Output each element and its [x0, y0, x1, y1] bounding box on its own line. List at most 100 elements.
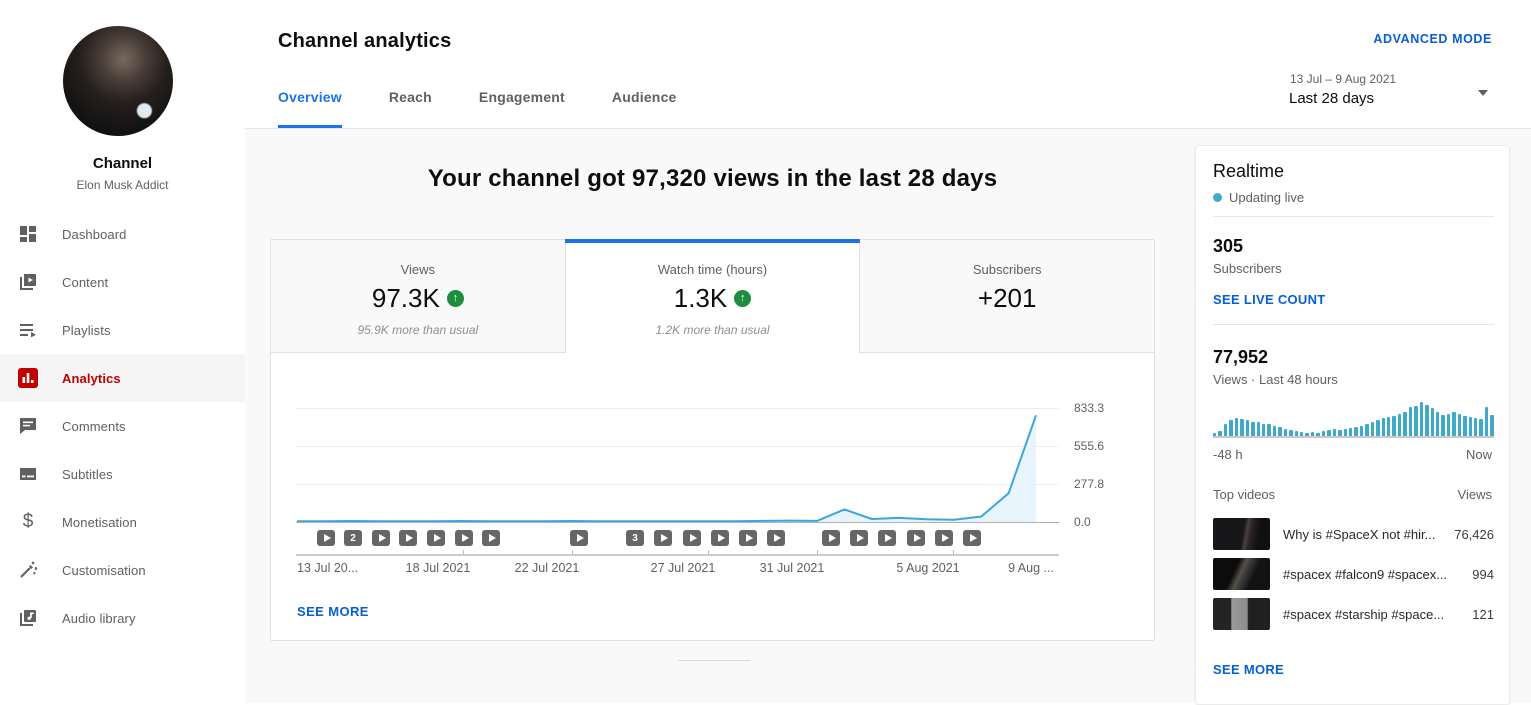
- metric-tab-subscribers[interactable]: Subscribers +201: [860, 240, 1155, 353]
- video-marker-group-2[interactable]: 2: [344, 530, 362, 546]
- video-marker-play-icon[interactable]: [427, 530, 445, 546]
- updating-live-label: Updating live: [1229, 190, 1305, 205]
- see-live-count-link[interactable]: SEE LIVE COUNT: [1213, 292, 1326, 307]
- sidebar-item-customisation[interactable]: Customisation: [0, 546, 245, 594]
- video-marker-play-icon[interactable]: [482, 530, 500, 546]
- video-marker-play-icon[interactable]: [822, 530, 840, 546]
- realtime-bar: [1452, 412, 1456, 436]
- video-marker-play-icon[interactable]: [963, 530, 981, 546]
- sidebar-item-content[interactable]: Content: [0, 258, 245, 306]
- divider: [1213, 216, 1494, 217]
- content-area: Your channel got 97,320 views in the las…: [245, 129, 1531, 705]
- top-video-row[interactable]: #spacex #starship #space... 121: [1213, 598, 1494, 630]
- metric-tab-views[interactable]: Views 97.3K ↑ 95.9K more than usual: [271, 240, 565, 353]
- sidebar-item-analytics[interactable]: Analytics: [0, 354, 245, 402]
- realtime-bar: [1419, 402, 1424, 436]
- video-views: 121: [1472, 606, 1494, 622]
- sidebar-item-monetisation[interactable]: $ Monetisation: [0, 498, 245, 546]
- realtime-see-more-link[interactable]: SEE MORE: [1213, 662, 1285, 677]
- realtime-bar: [1289, 430, 1293, 436]
- date-range-picker[interactable]: 13 Jul – 9 Aug 2021 Last 28 days: [1261, 66, 1501, 118]
- realtime-bar: [1446, 414, 1451, 436]
- realtime-bar: [1321, 431, 1326, 436]
- channel-avatar[interactable]: [63, 26, 173, 136]
- video-marker-play-icon[interactable]: [570, 530, 588, 546]
- play-icon: [433, 534, 441, 542]
- sidebar-item-audio-library[interactable]: Audio library: [0, 594, 245, 642]
- metric-tabs: Views 97.3K ↑ 95.9K more than usual Watch ti…: [271, 239, 1155, 353]
- video-marker-play-icon[interactable]: [935, 530, 953, 546]
- sidebar-item-comments[interactable]: Comments: [0, 402, 245, 450]
- video-marker-play-icon[interactable]: [654, 530, 672, 546]
- sparkline-end-label: Now: [1465, 447, 1492, 462]
- watch-time-line-chart[interactable]: [296, 360, 1059, 523]
- realtime-views-sparkline: [1213, 398, 1494, 438]
- advanced-mode-button[interactable]: ADVANCED MODE: [1373, 32, 1492, 46]
- tab-audience[interactable]: Audience: [611, 89, 677, 105]
- sidebar-item-subtitles[interactable]: Subtitles: [0, 450, 245, 498]
- realtime-bar: [1338, 430, 1342, 436]
- video-views: 76,426: [1454, 526, 1494, 542]
- video-marker-group-3[interactable]: 3: [626, 530, 644, 546]
- video-marker-play-icon[interactable]: [711, 530, 729, 546]
- play-icon: [913, 534, 921, 542]
- realtime-bar: [1474, 418, 1478, 436]
- tab-overview[interactable]: Overview: [278, 89, 342, 128]
- tab-reach[interactable]: Reach: [388, 89, 432, 105]
- sidebar-item-dashboard[interactable]: Dashboard: [0, 210, 245, 258]
- realtime-bar: [1213, 433, 1217, 436]
- y-axis-tick-label: 277.8: [1074, 477, 1105, 491]
- video-marker-play-icon[interactable]: [907, 530, 925, 546]
- dashboard-icon: [18, 224, 38, 244]
- video-marker-play-icon[interactable]: [317, 530, 335, 546]
- gridline: [296, 446, 1059, 447]
- sidebar-item-label: Customisation: [62, 562, 146, 578]
- realtime-bar: [1272, 426, 1277, 436]
- video-marker-play-icon[interactable]: [399, 530, 417, 546]
- realtime-bar: [1365, 424, 1369, 436]
- x-axis-tick: [817, 550, 818, 554]
- top-video-row[interactable]: #spacex #falcon9 #spacex... 994: [1213, 558, 1494, 590]
- x-axis-tick: [463, 550, 464, 554]
- sidebar-menu: Dashboard Content Playlists Analytics Commen…: [0, 210, 245, 642]
- x-axis-tick: [708, 550, 709, 554]
- realtime-bar: [1283, 429, 1288, 436]
- x-axis-tick-label: 13 Jul 20...: [297, 561, 359, 575]
- sidebar-item-label: Content: [62, 274, 109, 290]
- x-axis-tick-label: 9 Aug ...: [1008, 561, 1054, 575]
- video-marker-play-icon[interactable]: [372, 530, 390, 546]
- sidebar-item-playlists[interactable]: Playlists: [0, 306, 245, 354]
- video-marker-play-icon[interactable]: [767, 530, 785, 546]
- realtime-bar: [1425, 405, 1429, 436]
- realtime-bar: [1376, 420, 1380, 436]
- video-marker-play-icon[interactable]: [739, 530, 757, 546]
- sidebar-item-label: Dashboard: [62, 226, 127, 242]
- metric-label: Subscribers: [972, 262, 1042, 277]
- realtime-bar: [1479, 419, 1483, 436]
- realtime-bar: [1403, 412, 1407, 436]
- chart-see-more-link[interactable]: SEE MORE: [297, 604, 369, 619]
- video-marker-play-icon[interactable]: [850, 530, 868, 546]
- realtime-bar: [1327, 430, 1331, 436]
- video-marker-play-icon[interactable]: [683, 530, 701, 546]
- play-icon: [773, 534, 781, 542]
- metric-tab-watch-time-hours[interactable]: Watch time (hours) 1.3K ↑ 1.2K more than us…: [564, 239, 861, 353]
- summary-headline: Your channel got 97,320 views in the las…: [427, 165, 998, 192]
- video-marker-play-icon[interactable]: [455, 530, 473, 546]
- realtime-bar: [1435, 412, 1440, 436]
- gridline: [296, 522, 1059, 523]
- top-video-row[interactable]: Why is #SpaceX not #hir... 76,426: [1213, 518, 1494, 550]
- play-icon: [941, 534, 949, 542]
- page-title: Channel analytics: [278, 30, 452, 52]
- video-marker-play-icon[interactable]: [878, 530, 896, 546]
- tab-engagement[interactable]: Engagement: [478, 89, 565, 105]
- realtime-panel: Realtime Updating live 305 Subscribers S…: [1195, 145, 1510, 705]
- top-videos-header: Top videos: [1213, 487, 1276, 502]
- realtime-views-count: 77,952: [1213, 347, 1269, 367]
- sidebar-item-label: Analytics: [62, 370, 121, 386]
- realtime-bar: [1414, 406, 1418, 436]
- channel-name: Elon Musk Addict: [76, 178, 169, 192]
- realtime-bar: [1387, 417, 1391, 436]
- gridline: [296, 484, 1059, 485]
- y-axis-tick-label: 555.6: [1074, 439, 1105, 453]
